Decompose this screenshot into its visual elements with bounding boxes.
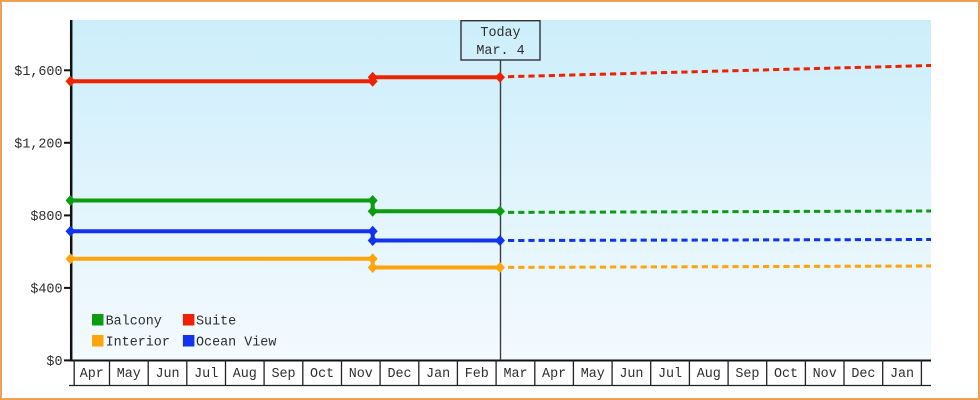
- svg-text:Balcony: Balcony: [106, 315, 162, 330]
- svg-text:Mar. 4: Mar. 4: [476, 44, 524, 59]
- svg-text:Aug: Aug: [697, 367, 721, 382]
- svg-text:Jul: Jul: [658, 367, 682, 382]
- svg-text:Jul: Jul: [194, 367, 218, 382]
- svg-text:Apr: Apr: [80, 367, 104, 382]
- svg-text:Sep: Sep: [735, 367, 759, 382]
- svg-text:Jun: Jun: [619, 367, 643, 382]
- svg-text:Oct: Oct: [310, 367, 334, 382]
- svg-text:$0: $0: [46, 355, 62, 370]
- svg-text:$800: $800: [30, 210, 62, 225]
- svg-text:Sep: Sep: [271, 367, 295, 382]
- svg-text:Today: Today: [480, 26, 520, 41]
- svg-text:Ocean View: Ocean View: [196, 336, 276, 351]
- svg-text:Dec: Dec: [851, 367, 875, 382]
- svg-text:Feb: Feb: [465, 367, 489, 382]
- svg-text:$400: $400: [30, 282, 62, 297]
- svg-text:Nov: Nov: [813, 367, 837, 382]
- svg-text:Jun: Jun: [155, 367, 179, 382]
- svg-text:Oct: Oct: [774, 367, 798, 382]
- svg-text:Dec: Dec: [387, 367, 411, 382]
- svg-text:May: May: [581, 367, 605, 382]
- svg-text:Nov: Nov: [349, 367, 373, 382]
- svg-text:Interior: Interior: [106, 336, 170, 351]
- svg-text:Apr: Apr: [542, 367, 566, 382]
- svg-text:Mar: Mar: [503, 367, 527, 382]
- svg-text:Aug: Aug: [233, 367, 257, 382]
- svg-text:Jan: Jan: [426, 367, 450, 382]
- svg-text:Jan: Jan: [890, 367, 914, 382]
- svg-text:Suite: Suite: [196, 315, 236, 330]
- svg-text:$1,200: $1,200: [14, 137, 62, 152]
- svg-text:May: May: [117, 367, 141, 382]
- svg-text:$1,600: $1,600: [14, 65, 62, 80]
